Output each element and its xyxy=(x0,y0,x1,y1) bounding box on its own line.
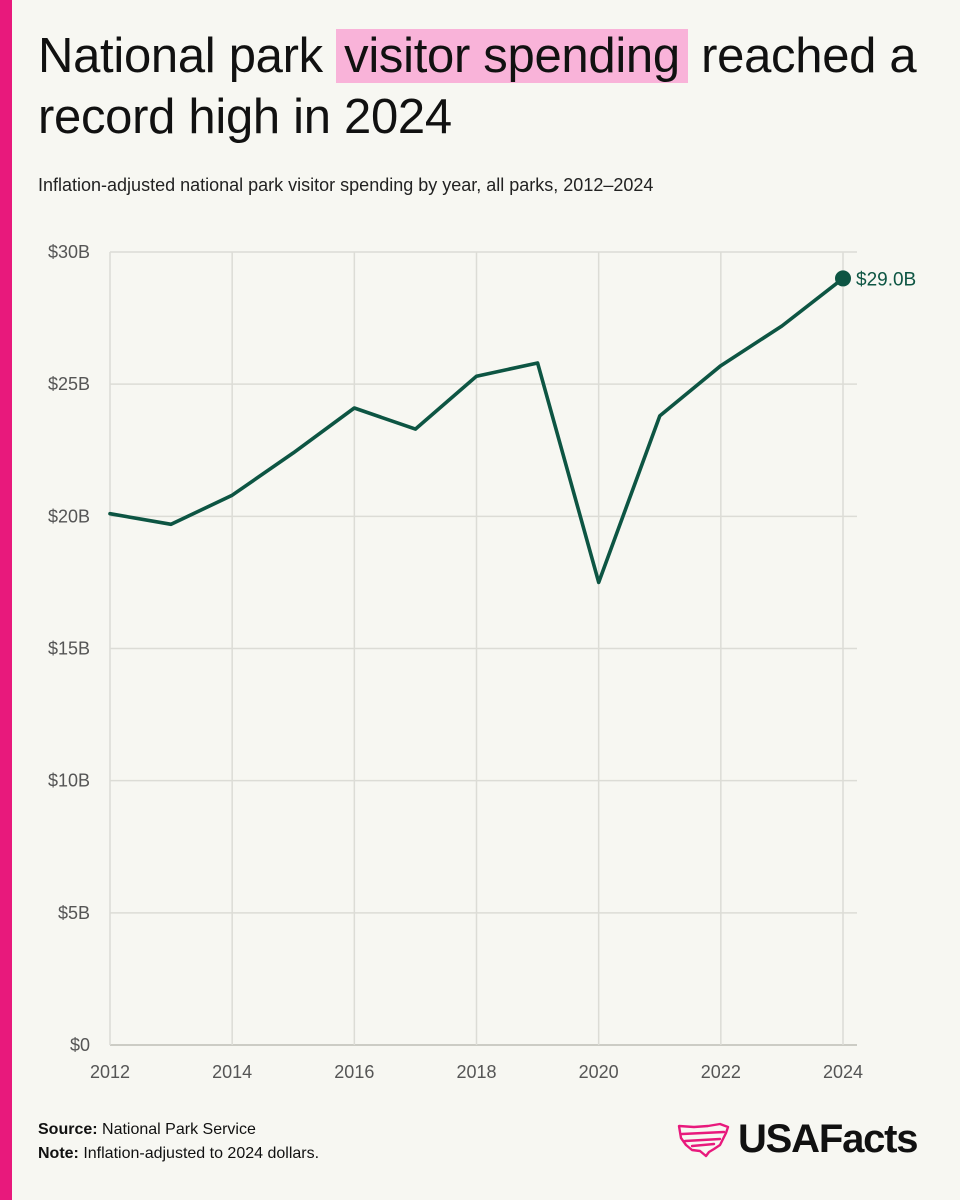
y-tick-label: $15B xyxy=(48,639,90,659)
x-tick-label: 2012 xyxy=(90,1062,130,1082)
x-tick-label: 2020 xyxy=(579,1062,619,1082)
usafacts-logo: USAFacts xyxy=(676,1117,919,1162)
y-tick-label: $30B xyxy=(48,242,90,262)
x-tick-label: 2022 xyxy=(701,1062,741,1082)
y-tick-label: $10B xyxy=(48,771,90,791)
source-text: National Park Service xyxy=(97,1121,256,1138)
x-tick-label: 2014 xyxy=(212,1062,252,1082)
y-tick-label: $25B xyxy=(48,374,90,394)
x-tick-label: 2016 xyxy=(334,1062,374,1082)
source-label: Source: xyxy=(38,1121,98,1138)
endpoint-label: $29.0B xyxy=(856,269,916,290)
source-line: Source: National Park Service xyxy=(38,1118,319,1142)
usa-map-icon xyxy=(677,1122,730,1157)
chart-title: National park visitor spending reached a… xyxy=(38,26,938,148)
note-text: Inflation-adjusted to 2024 dollars. xyxy=(78,1145,320,1162)
logo-text: USAFacts xyxy=(738,1117,919,1161)
series-layer: $29.0B xyxy=(108,269,916,585)
grid-layer xyxy=(109,251,857,1046)
y-tick-label: $20B xyxy=(48,506,90,526)
accent-bar xyxy=(0,0,12,1200)
title-highlight: visitor spending xyxy=(336,29,688,83)
title-part-2: reached a record high in 2024 xyxy=(38,29,917,144)
series-line xyxy=(108,276,845,585)
line-chart: $0$5B$10B$15B$20B$25B$30B 2012 2014 2016 20… xyxy=(48,242,916,1082)
note-line: Note: Inflation-adjusted to 2024 dollars… xyxy=(38,1142,319,1166)
note-label: Note: xyxy=(38,1145,79,1162)
title-part-1: National park xyxy=(38,29,337,83)
footer: Source: National Park Service Note: Infl… xyxy=(38,1118,319,1166)
x-axis-labels: 2012 2014 2016 2018 2020 2022 2024 xyxy=(90,1062,863,1082)
y-tick-label: $5B xyxy=(58,903,90,923)
y-tick-label: $0 xyxy=(70,1035,90,1055)
endpoint-marker xyxy=(835,270,851,287)
x-tick-label: 2018 xyxy=(456,1062,496,1082)
x-tick-label: 2024 xyxy=(823,1062,863,1082)
chart-subtitle: Inflation-adjusted national park visitor… xyxy=(38,175,654,195)
y-axis-labels: $0 $5B $10B $15B $20B $25B $30B xyxy=(48,242,90,1055)
